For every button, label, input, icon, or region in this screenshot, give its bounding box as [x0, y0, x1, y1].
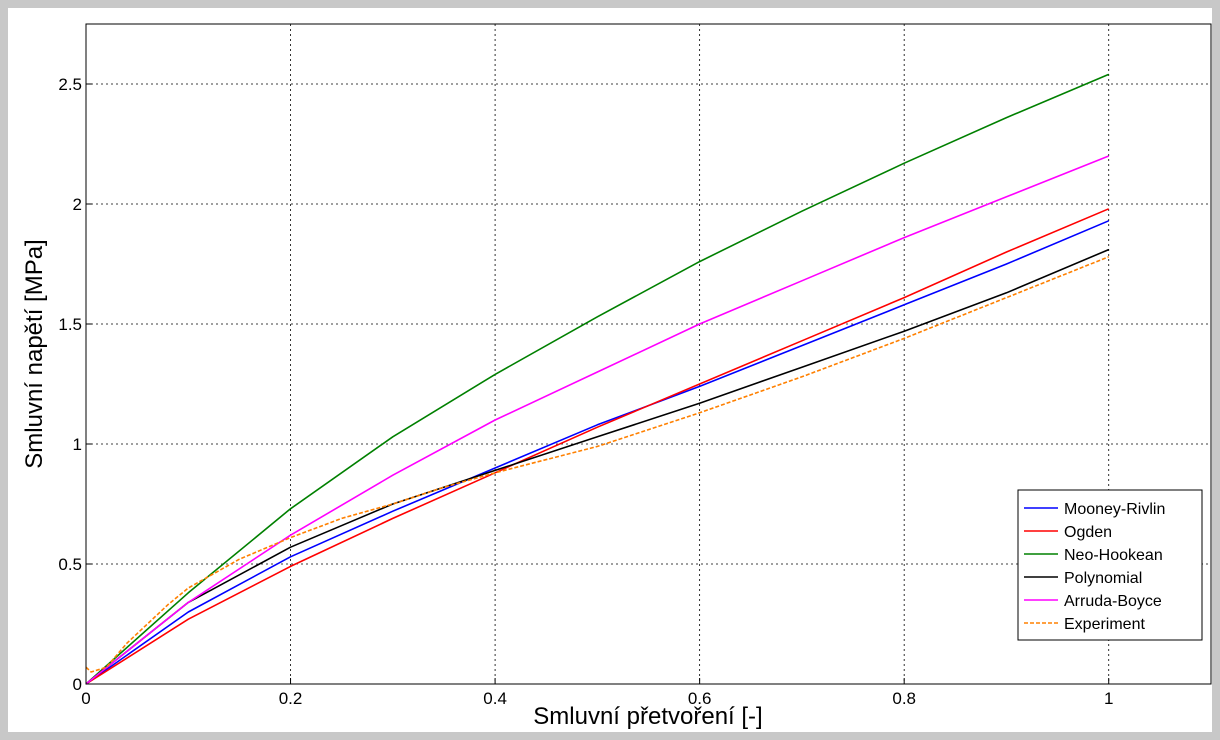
y-tick-label: 2: [73, 195, 82, 214]
plot-frame: [85, 23, 1212, 685]
legend-entry: Experiment: [1064, 616, 1145, 633]
series-line-mooney-rivlin: [85, 220, 1110, 685]
legend-box: [1017, 489, 1203, 641]
ticks: 0 0.2 0.4 0.6 0.8 1 0 0.5 1 1.5 2 2.5: [58, 75, 1113, 708]
legend-entry: Polynomial: [1064, 570, 1142, 587]
x-tick-label: 0.6: [688, 689, 712, 708]
series-line-ogden: [85, 208, 1110, 685]
y-axis-label: Smluvní napětí [MPa]: [21, 239, 48, 468]
x-tick-label: 0.8: [892, 689, 916, 708]
x-tick-label: 1: [1104, 689, 1113, 708]
series-line-polynomial: [85, 248, 1110, 685]
y-tick-label: 0.5: [58, 555, 82, 574]
x-axis-label: Smluvní přetvoření [-]: [533, 703, 762, 730]
grid: [86, 24, 1211, 684]
x-tick-label: 0.4: [483, 689, 507, 708]
y-tick-label: 1.5: [58, 315, 82, 334]
legend-entry: Mooney-Rivlin: [1064, 501, 1165, 518]
line-chart: 0 0.2 0.4 0.6 0.8 1 0 0.5 1 1.5 2 2.5 Smluvní přetv…: [21, 23, 1212, 730]
legend-entry: Arruda-Boyce: [1064, 593, 1162, 610]
series-line-arruda-boyce: [85, 155, 1109, 685]
y-tick-label: 2.5: [58, 75, 82, 94]
y-tick-label: 1: [73, 435, 82, 454]
series-layer: [85, 73, 1110, 685]
series-line-neo-hookean: [85, 73, 1110, 685]
legend: Mooney-Rivlin Ogden Neo-Hookean Polynomial A…: [1017, 489, 1203, 641]
legend-entry: Ogden: [1064, 524, 1112, 541]
x-tick-label: 0.2: [279, 689, 303, 708]
y-tick-label: 0: [73, 675, 82, 694]
figure: 0 0.2 0.4 0.6 0.8 1 0 0.5 1 1.5 2 2.5 Smluvní přetv…: [8, 8, 1212, 732]
x-tick-label: 0: [81, 689, 90, 708]
legend-entry: Neo-Hookean: [1064, 547, 1163, 564]
series-line-experiment: [85, 256, 1109, 673]
